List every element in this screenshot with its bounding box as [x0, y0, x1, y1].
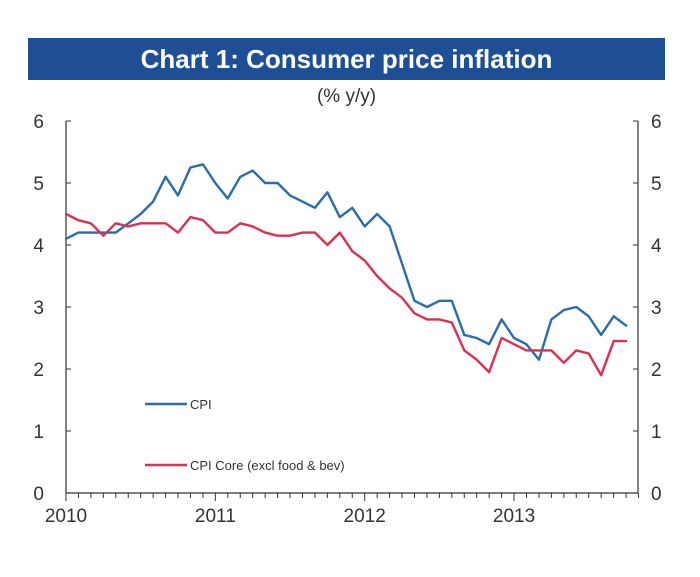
- series-line-cpi: [64, 163, 628, 361]
- x-axis-labels: 2010 2011 2012 2013: [45, 506, 535, 527]
- y-tick-label-right: 0: [651, 484, 662, 505]
- y-tick-label-left: 0: [33, 484, 44, 505]
- y-tick-label-right: 2: [651, 360, 662, 381]
- legend: CPI CPI Core (excl food & bev): [145, 397, 345, 473]
- y-tick-label-right: 1: [651, 422, 662, 443]
- series-line-cpi-core: [64, 212, 628, 377]
- y-tick-label-right: 5: [651, 174, 662, 195]
- x-tick-label: 2013: [493, 506, 535, 527]
- y-tick-label-left: 2: [33, 360, 44, 381]
- y-axis-labels-left: 0 1 2 3 4 5 6: [33, 112, 44, 505]
- x-tick-label: 2012: [344, 506, 386, 527]
- y-tick-label-left: 5: [33, 174, 44, 195]
- y-tick-label-left: 3: [33, 298, 44, 319]
- y-tick-label-right: 6: [651, 112, 662, 133]
- y-tick-label-left: 4: [33, 236, 44, 257]
- x-tick-label: 2011: [195, 506, 236, 527]
- chart-title: Chart 1: Consumer price inflation: [28, 38, 665, 80]
- y-tick-label-left: 6: [33, 112, 44, 133]
- y-tick-label-left: 1: [33, 422, 44, 443]
- x-tick-label: 2010: [45, 506, 87, 527]
- legend-label: CPI: [190, 397, 212, 412]
- legend-label: CPI Core (excl food & bev): [190, 458, 345, 473]
- y-axis-labels-right: 0 1 2 3 4 5 6: [651, 112, 662, 505]
- chart-subtitle: (% y/y): [316, 86, 377, 107]
- series-lines: [64, 163, 628, 377]
- y-tick-label-right: 4: [651, 236, 662, 257]
- axes: [65, 120, 639, 501]
- y-tick-label-right: 3: [651, 298, 662, 319]
